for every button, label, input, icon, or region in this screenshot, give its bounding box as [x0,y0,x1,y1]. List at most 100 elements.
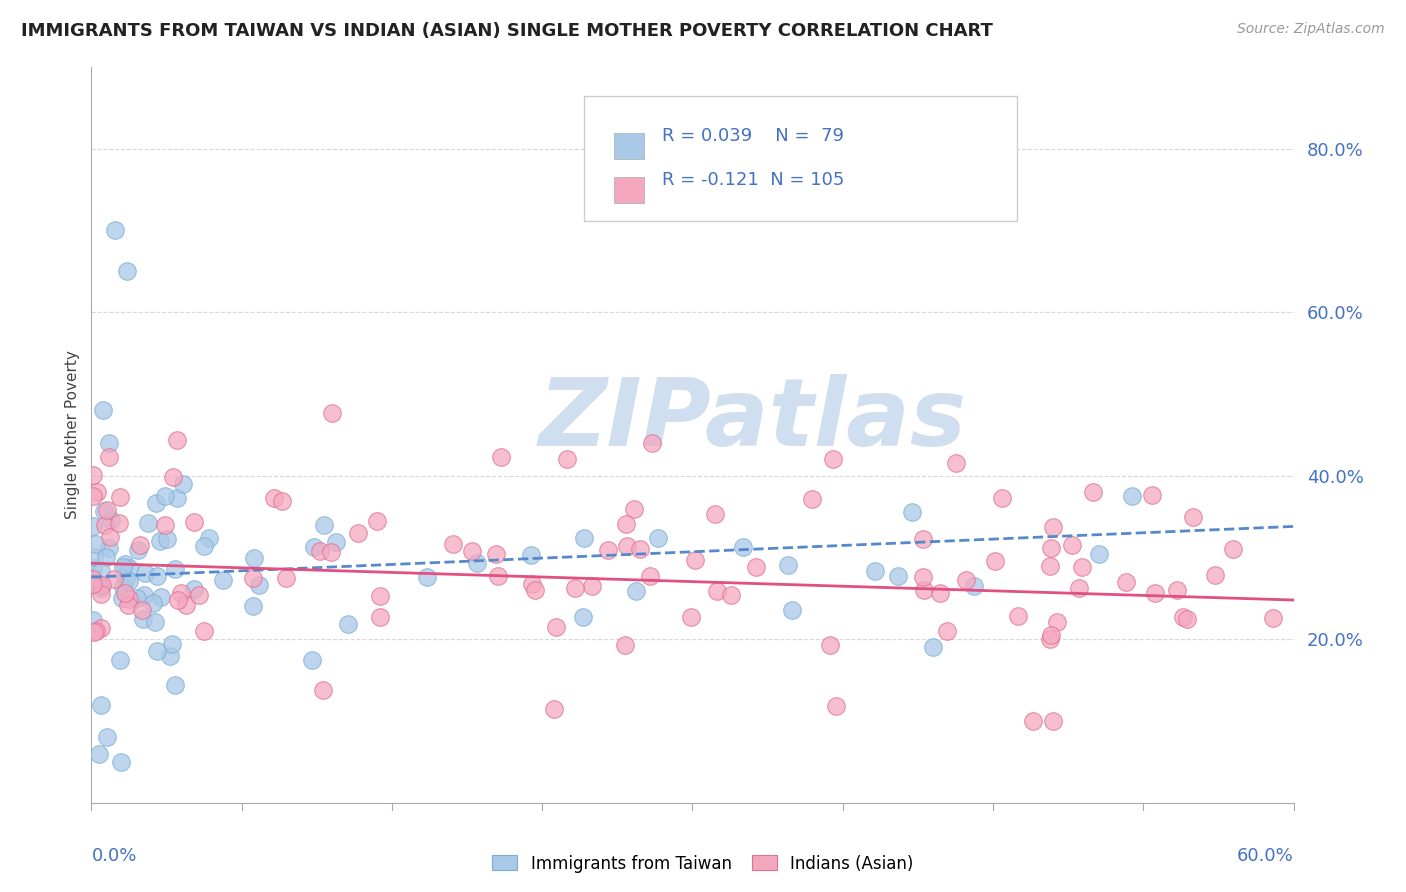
Point [572,610,595,624]
Point [145,496,167,510]
Point [129,538,152,552]
Point [98,436,121,450]
Point [84,624,107,639]
Point [928,586,950,600]
Point [574,532,596,546]
Point [366,514,388,528]
Point [416,570,439,584]
Point [243,551,266,566]
Point [990,491,1012,505]
Point [1087,547,1109,561]
Text: Source: ZipAtlas.com: Source: ZipAtlas.com [1237,22,1385,37]
Point [984,554,1007,568]
Point [83,549,105,564]
Point [117,598,139,612]
Bar [614,178,644,203]
Text: 0.0%: 0.0% [91,847,136,865]
Point [955,573,977,587]
Point [100,513,122,527]
Point [82,560,104,574]
FancyBboxPatch shape [585,96,1017,221]
Point [301,653,323,667]
Point [703,507,725,521]
Point [1039,628,1062,642]
Point [111,580,134,594]
Legend: Immigrants from Taiwan, Indians (Asian): Immigrants from Taiwan, Indians (Asian) [486,848,920,880]
Point [1042,520,1064,534]
Point [598,542,620,557]
Point [183,582,205,597]
Point [166,434,188,448]
Point [523,583,546,598]
Point [176,598,198,612]
Point [1062,538,1084,552]
Point [156,532,179,546]
Point [336,616,359,631]
Point [901,505,924,519]
Point [912,582,935,597]
Point [1222,542,1244,557]
Point [115,572,138,586]
Point [86,576,108,591]
Point [91,578,114,592]
Point [197,531,219,545]
Bar [614,133,644,159]
Point [242,599,264,613]
Point [485,548,508,562]
Point [90,698,112,712]
Point [132,612,155,626]
Point [143,615,166,629]
Point [1083,485,1105,500]
Point [166,491,188,505]
Point [127,543,149,558]
Point [131,602,153,616]
Point [82,489,104,503]
Point [108,516,131,531]
Point [247,577,270,591]
Point [887,569,910,583]
Point [1171,610,1194,624]
Point [800,492,823,507]
Point [370,610,392,624]
Point [134,588,156,602]
Point [187,588,209,602]
Point [368,589,391,603]
Point [149,591,172,605]
Point [681,609,703,624]
Point [193,624,215,638]
Point [825,698,848,713]
Point [134,566,156,581]
Text: R = 0.039    N =  79: R = 0.039 N = 79 [662,128,845,145]
Point [212,573,235,587]
Point [82,613,104,627]
Point [614,638,637,652]
Point [276,571,298,585]
Point [1071,560,1094,574]
Point [82,519,104,533]
Point [467,556,489,570]
Point [111,560,134,574]
Point [321,406,343,420]
Point [117,264,139,278]
Point [97,450,120,465]
Point [183,516,205,530]
Point [312,518,335,533]
Point [544,620,567,634]
Point [136,516,159,531]
Point [624,583,647,598]
Point [564,581,586,595]
Text: ZIPatlas: ZIPatlas [538,374,966,467]
Point [486,569,509,583]
Point [114,585,136,599]
Point [159,648,181,663]
Point [118,561,141,575]
Point [945,456,967,470]
Point [935,624,957,638]
Text: IMMIGRANTS FROM TAIWAN VS INDIAN (ASIAN) SINGLE MOTHER POVERTY CORRELATION CHART: IMMIGRANTS FROM TAIWAN VS INDIAN (ASIAN)… [21,22,993,40]
Point [114,557,136,571]
Point [1046,615,1069,629]
Point [557,451,579,466]
Point [616,539,638,553]
Point [96,550,118,565]
Point [744,559,766,574]
